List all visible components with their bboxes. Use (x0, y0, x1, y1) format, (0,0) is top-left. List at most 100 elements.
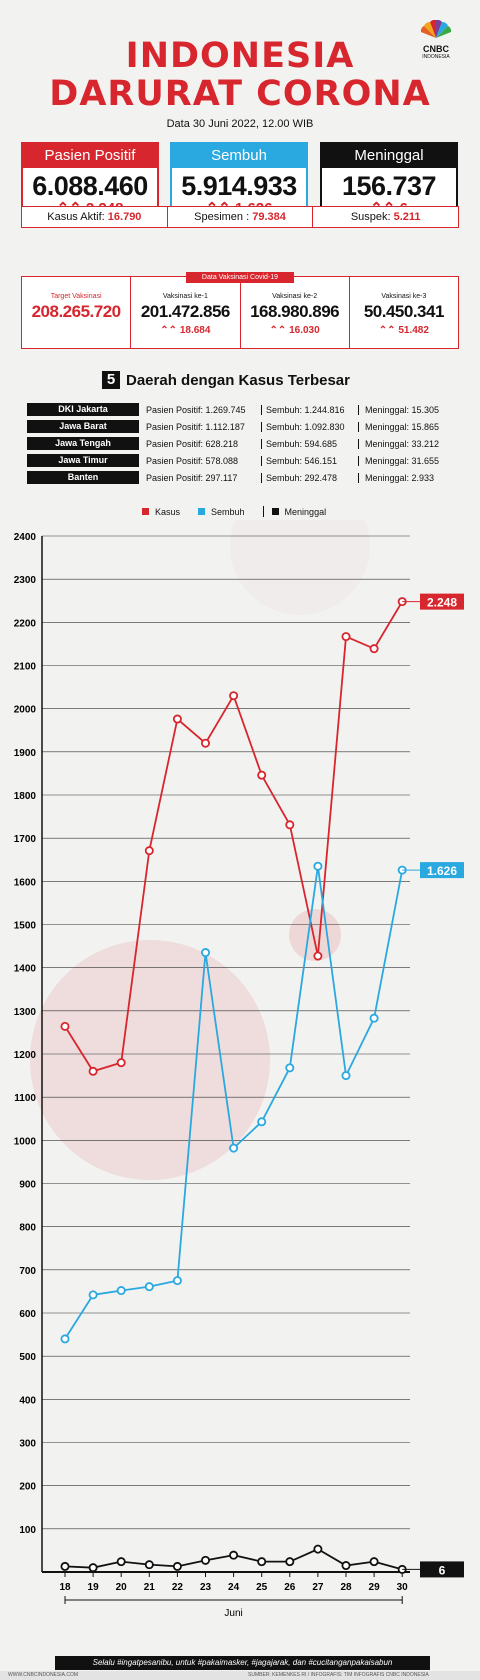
x-tick-label: 25 (256, 1582, 268, 1593)
spesimen: Spesimen : 79.384 (168, 207, 314, 227)
dose-value: 50.450.341 (363, 302, 445, 321)
spesimen-value: 79.384 (252, 211, 286, 223)
y-tick-label: 1600 (14, 877, 37, 888)
regions-title: 5 Daerah dengan Kasus Terbesar (102, 370, 350, 390)
y-tick-label: 600 (19, 1309, 36, 1320)
y-tick-label: 2100 (14, 662, 37, 673)
y-tick-label: 2400 (14, 532, 37, 543)
region-meninggal: Meninggal: 15.305 (365, 404, 440, 415)
y-tick-label: 1400 (14, 964, 37, 975)
legend-kasus: Kasus (142, 507, 180, 517)
data-point-meninggal (200, 1555, 210, 1565)
data-point-meninggal (60, 1561, 70, 1571)
vaccination-target: Target Vaksinasi 208.265.720 (22, 277, 132, 348)
data-point-kasus (116, 1058, 126, 1068)
data-point-sembuh (200, 948, 210, 958)
data-point-kasus (369, 644, 379, 654)
dose-delta: ⌃⌃ 51.482 (350, 325, 458, 336)
data-point-meninggal (116, 1557, 126, 1567)
end-label-kasus: 2.248 (427, 596, 457, 610)
vaccination-dose-3: Vaksinasi ke-3 50.450.341 ⌃⌃ 51.482 (350, 277, 458, 348)
data-point-kasus (229, 691, 239, 701)
region-positif: Pasien Positif: 628.218 (145, 438, 262, 449)
y-tick-label: 1100 (14, 1093, 36, 1104)
data-point-meninggal (369, 1557, 379, 1567)
x-tick-label: 20 (116, 1582, 128, 1593)
double-up-icon: ⌃⌃ (160, 325, 180, 336)
region-name: DKI Jakarta (27, 403, 139, 416)
data-point-sembuh (60, 1334, 70, 1344)
table-row: DKI Jakarta Pasien Positif: 1.269.745 Se… (27, 401, 453, 418)
data-point-kasus (285, 820, 295, 830)
virus-decoration (30, 940, 270, 1180)
dose-value: 168.980.896 (250, 302, 340, 321)
region-sembuh: Sembuh: 594.685 (262, 438, 359, 449)
logo-sub: INDONESIA (422, 54, 450, 60)
legend-meninggal: Meninggal (262, 506, 326, 517)
dose-delta-value: 18.684 (179, 325, 211, 336)
y-tick-label: 900 (19, 1180, 36, 1191)
dose-delta: ⌃⌃ 16.030 (241, 325, 349, 336)
data-point-sembuh (172, 1276, 182, 1286)
y-tick-label: 1700 (14, 834, 37, 845)
secondary-stats-bar: Kasus Aktif: 16.790 Spesimen : 79.384 Su… (21, 206, 459, 228)
chart-legend: Kasus Sembuh Meninggal (142, 506, 344, 517)
data-point-sembuh (257, 1117, 267, 1127)
region-sembuh: Sembuh: 1.092.830 (262, 421, 359, 432)
y-tick-label: 400 (19, 1395, 36, 1406)
site-url: WWW.CNBCINDONESIA.COM (8, 1672, 78, 1678)
y-tick-label: 1300 (14, 1007, 37, 1018)
table-row: Banten Pasien Positif: 297.117 Sembuh: 2… (27, 469, 453, 486)
logo-word: CNBC (423, 44, 449, 54)
y-tick-label: 2000 (14, 705, 37, 716)
x-tick-label: 30 (397, 1582, 409, 1593)
y-tick-label: 500 (19, 1352, 36, 1363)
y-tick-label: 800 (19, 1223, 36, 1234)
end-label-box (420, 593, 464, 610)
y-tick-label: 2200 (14, 618, 37, 629)
stat-positif-label: Pasien Positif (23, 144, 157, 168)
end-label-sembuh: 1.626 (427, 864, 457, 878)
vaccination-panel: Target Vaksinasi 208.265.720 Vaksinasi k… (21, 276, 459, 349)
data-point-sembuh (88, 1290, 98, 1300)
y-tick-label: 1500 (14, 921, 37, 932)
x-tick-label: 26 (284, 1582, 296, 1593)
data-point-kasus (257, 770, 267, 780)
end-label-meninggal: 6 (439, 1563, 446, 1577)
data-point-meninggal (144, 1560, 154, 1570)
kasus-aktif-label: Kasus Aktif: (47, 211, 105, 223)
x-tick-label: 24 (228, 1582, 240, 1593)
region-meninggal: Meninggal: 15.865 (365, 421, 440, 432)
kasus-aktif-value: 16.790 (107, 211, 142, 223)
title-line-1: INDONESIA (125, 36, 355, 76)
region-name: Jawa Barat (27, 420, 139, 433)
region-sembuh: Sembuh: 546.151 (262, 455, 359, 466)
credits-bar: WWW.CNBCINDONESIA.COM SUMBER: KEMENKES R… (0, 1671, 480, 1680)
region-name: Jawa Timur (27, 454, 139, 467)
kasus-aktif: Kasus Aktif: 16.790 (22, 207, 168, 227)
region-positif: Pasien Positif: 578.088 (145, 455, 262, 466)
legend-swatch-meninggal (271, 508, 279, 515)
dose-label: Vaksinasi ke-1 (162, 293, 208, 300)
data-point-kasus (200, 738, 210, 748)
x-axis-label: Juni (224, 1608, 242, 1619)
region-meninggal: Meninggal: 2.933 (365, 472, 435, 483)
region-name: Banten (27, 471, 139, 484)
x-tick-label: 23 (200, 1582, 212, 1593)
dose-value: 201.472.856 (140, 302, 231, 321)
region-name: Jawa Tengah (27, 437, 139, 450)
data-point-kasus (88, 1066, 98, 1076)
data-point-sembuh (229, 1143, 239, 1153)
y-tick-label: 300 (19, 1439, 36, 1450)
stat-sembuh-label: Sembuh (172, 144, 306, 168)
x-tick-label: 18 (59, 1582, 71, 1593)
double-up-icon: ⌃⌃ (269, 325, 290, 336)
dose-delta-value: 51.482 (398, 325, 429, 336)
footer-note: Selalu #ingatpesanibu, untuk #pakaimaske… (55, 1656, 430, 1670)
x-tick-label: 29 (369, 1582, 381, 1593)
double-up-icon: ⌃⌃ (378, 325, 399, 336)
date-line: Data 30 Juni 2022, 12.00 WIB (166, 118, 314, 130)
regions-title-text: Daerah dengan Kasus Terbesar (126, 371, 350, 389)
data-point-sembuh (369, 1013, 379, 1023)
table-row: Jawa Timur Pasien Positif: 578.088 Sembu… (27, 452, 453, 469)
